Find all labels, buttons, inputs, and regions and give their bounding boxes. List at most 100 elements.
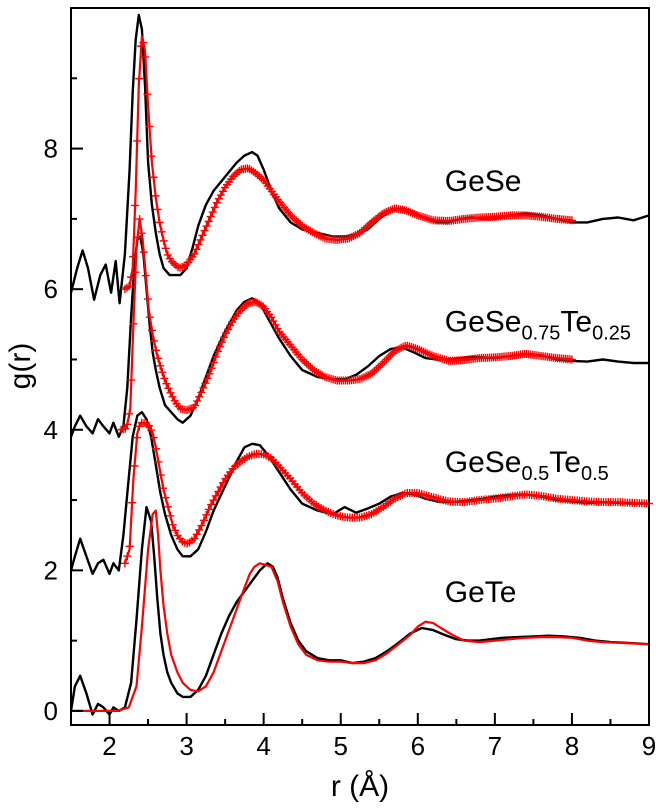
data-point [211,352,220,361]
label-text: Te [549,446,581,479]
data-point [133,233,142,242]
subscript: 0.5 [581,463,609,485]
data-point [166,511,175,520]
data-point [123,552,132,561]
data-point [202,222,211,231]
gese0-5te0-5-black-curve [69,411,649,576]
data-point [199,516,208,525]
data-point [199,383,208,392]
data-point [127,273,136,282]
data-point [127,376,136,385]
gese0-75te0-25-plus-markers [117,215,576,434]
data-point [131,201,140,210]
data-point [171,526,180,535]
data-point [163,250,172,259]
data-point [191,401,200,410]
data-point [128,498,137,507]
data-point [155,218,164,227]
data-point [125,409,134,418]
data-point [209,358,218,367]
data-point [213,347,222,356]
x-tick-label: 9 [642,731,656,761]
subscript: 0.5 [521,463,549,485]
data-point [204,505,213,514]
data-point [195,392,204,401]
data-point [149,173,158,182]
data-point [567,355,576,364]
data-point [143,295,152,304]
data-point [197,521,206,530]
data-point [152,346,161,355]
gese-plus-markers [120,38,576,294]
data-point [153,205,162,214]
data-point [207,364,216,373]
label-text: GeTe [445,576,517,609]
data-point [214,487,223,496]
curves-layer [69,13,653,716]
y-tick-label: 2 [44,555,58,585]
data-point [141,271,150,280]
data-point [198,231,207,240]
data-point [135,215,144,224]
data-point [157,227,166,236]
data-point [215,342,224,351]
data-point [144,421,153,430]
data-point [192,245,201,254]
label-text: GeSe [445,305,522,338]
data-point [192,530,201,539]
data-point [130,461,139,470]
data-point [194,240,203,249]
data-point [164,384,173,393]
label-text: Te [560,305,592,338]
subscript: 0.25 [592,322,631,344]
data-point [123,420,132,429]
data-point [162,379,171,388]
data-point [152,444,161,453]
data-point [201,379,210,388]
data-point [160,374,169,383]
data-point [206,212,215,221]
data-point [149,433,158,442]
composition-label: GeTe [445,576,517,609]
data-point [567,216,576,225]
x-tick-label: 5 [333,731,347,761]
data-point [209,496,218,505]
y-tick-label: 6 [44,274,58,304]
data-point [150,336,159,345]
gete-red-curve [71,509,650,712]
data-point [168,392,177,401]
data-point [219,478,228,487]
data-point [208,208,217,217]
data-point [204,217,213,226]
data-point [196,235,205,244]
data-point [211,491,220,500]
x-tick-label: 3 [179,731,193,761]
data-point [159,236,168,245]
y-tick-label: 0 [44,696,58,726]
gese0-5te0-5-red-curve [123,421,650,564]
subscript: 0.75 [521,322,560,344]
data-point [125,282,134,291]
label-text: GeSe [445,165,522,198]
data-point [133,136,142,145]
data-point [143,90,152,99]
x-axis-title: r (Å) [331,770,389,803]
x-tick-label: 7 [488,731,502,761]
gete-black-curve [69,505,650,716]
data-point [212,198,221,207]
data-point [137,229,146,238]
composition-label: GeSe0.75Te0.25 [445,305,631,344]
data-point [210,203,219,212]
y-tick-label: 8 [44,134,58,164]
data-point [154,457,163,466]
x-tick-label: 6 [411,731,425,761]
data-point [147,326,156,335]
data-point [195,525,204,534]
data-point [125,542,134,551]
label-text: GeSe [445,446,522,479]
data-point [141,52,150,61]
data-point [139,38,148,47]
data-point [151,191,160,200]
